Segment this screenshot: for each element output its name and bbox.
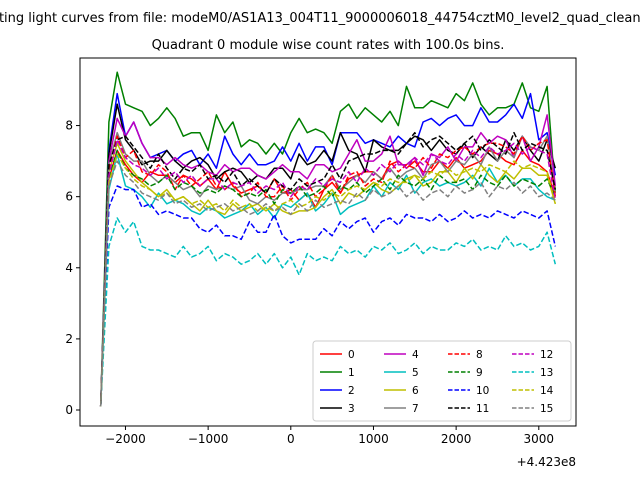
legend-item: 12 <box>512 349 553 361</box>
plot-area: −2000 −1000 0 1000 2000 3000 0 2 4 6 8 +4.423e8 <box>65 57 577 469</box>
legend-label: 9 <box>476 367 483 379</box>
series-line-7 <box>99 131 557 407</box>
legend-label: 7 <box>412 403 419 415</box>
y-tick-label: 0 <box>65 403 73 417</box>
series-line-1 <box>99 71 557 407</box>
legend-item: 11 <box>448 403 489 415</box>
legend-item: 4 <box>384 349 419 361</box>
legend-label: 2 <box>348 385 355 397</box>
legend-label: 10 <box>476 385 489 397</box>
legend-item: 1 <box>320 367 355 379</box>
x-axis: −2000 −1000 0 1000 2000 3000 <box>105 426 554 446</box>
legend-item: 13 <box>512 367 553 379</box>
series-line-13 <box>99 217 557 407</box>
legend-item: 3 <box>320 403 355 415</box>
legend-label: 6 <box>412 385 419 397</box>
x-axis-offset-label: +4.423e8 <box>517 455 576 469</box>
legend-item: 6 <box>384 385 419 397</box>
legend-label: 4 <box>412 349 419 361</box>
legend-label: 15 <box>540 403 553 415</box>
legend-item: 2 <box>320 385 355 397</box>
legend-box <box>312 340 572 422</box>
legend-label: 11 <box>476 403 489 415</box>
y-tick-label: 4 <box>65 261 73 275</box>
series-line-10 <box>99 185 557 407</box>
legend-item: 9 <box>448 367 483 379</box>
series-line-15 <box>99 160 556 407</box>
legend-label: 8 <box>476 349 483 361</box>
x-tick-label: −1000 <box>188 432 229 446</box>
legend-item: 14 <box>512 385 554 397</box>
x-tick-label: 2000 <box>441 432 472 446</box>
legend-label: 12 <box>540 349 553 361</box>
legend-label: 3 <box>348 403 355 415</box>
series-line-12 <box>99 139 557 407</box>
series-line-4 <box>99 114 557 407</box>
figure-suptitle: Plotting light curves from file: modeM0/… <box>0 11 640 26</box>
legend-item: 7 <box>384 403 419 415</box>
series-layer <box>99 71 557 407</box>
x-tick-label: 0 <box>287 432 295 446</box>
chart-title: Quadrant 0 module wise count rates with … <box>152 38 505 53</box>
y-axis: 0 2 4 6 8 <box>65 119 80 417</box>
x-tick-label: −2000 <box>105 432 146 446</box>
legend-label: 5 <box>412 367 419 379</box>
legend-label: 1 <box>348 367 355 379</box>
x-tick-label: 1000 <box>358 432 389 446</box>
y-tick-label: 2 <box>65 332 73 346</box>
y-tick-label: 6 <box>65 190 73 204</box>
legend-label: 14 <box>540 385 554 397</box>
legend-item: 8 <box>448 349 483 361</box>
legend-item: 0 <box>320 349 355 361</box>
legend-item: 15 <box>512 403 553 415</box>
series-line-11 <box>99 131 557 407</box>
legend-item: 10 <box>448 385 489 397</box>
axes-frame <box>79 57 577 427</box>
x-tick-label: 3000 <box>524 432 555 446</box>
series-line-5 <box>99 153 556 407</box>
series-line-9 <box>99 149 556 407</box>
legend-label: 0 <box>348 349 355 361</box>
legend-label: 13 <box>540 367 553 379</box>
y-tick-label: 8 <box>65 119 73 133</box>
legend-item: 5 <box>384 367 419 379</box>
series-line-14 <box>99 153 557 407</box>
